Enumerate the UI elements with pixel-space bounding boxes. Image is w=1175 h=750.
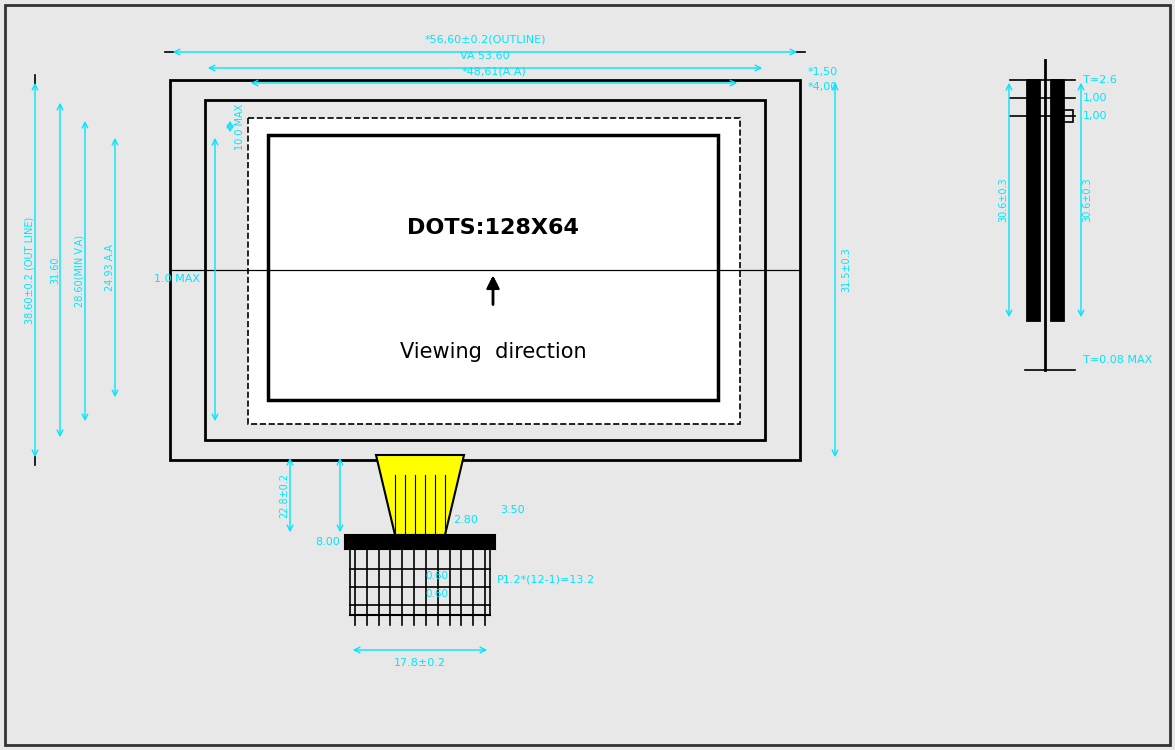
Text: 22.8±0.2: 22.8±0.2: [278, 472, 289, 518]
Bar: [268, 135, 718, 400]
Text: *4,00: *4,00: [808, 82, 838, 92]
Text: VA 53.60: VA 53.60: [461, 51, 510, 61]
Text: T=2.6: T=2.6: [1083, 75, 1117, 85]
Text: 0.60: 0.60: [425, 589, 448, 599]
Bar: [345, 535, 495, 549]
Text: 10.0 MAX: 10.0 MAX: [235, 104, 246, 150]
Bar: [1027, 80, 1039, 320]
Text: 0.60: 0.60: [425, 571, 448, 581]
Bar: [1063, 110, 1073, 122]
Polygon shape: [376, 455, 464, 535]
Bar: [350, 549, 490, 615]
Bar: [248, 118, 740, 424]
Text: 8.00: 8.00: [315, 537, 340, 547]
Text: 24.93 A.A: 24.93 A.A: [105, 244, 115, 291]
Text: 31.60: 31.60: [51, 256, 60, 284]
Text: *48,61(A.A): *48,61(A.A): [462, 66, 526, 76]
Text: 3.50: 3.50: [501, 505, 524, 515]
Text: DOTS:128X64: DOTS:128X64: [407, 217, 579, 238]
Text: 30.6±0.3: 30.6±0.3: [1082, 178, 1092, 222]
Text: 1.0 MAX: 1.0 MAX: [154, 274, 200, 284]
Text: T=0.08 MAX: T=0.08 MAX: [1083, 355, 1153, 365]
Text: 1,00: 1,00: [1083, 93, 1108, 103]
Text: 1,00: 1,00: [1083, 111, 1108, 121]
Text: 38.60±0.2 (OUT LINE): 38.60±0.2 (OUT LINE): [24, 216, 34, 324]
Bar: [170, 80, 800, 460]
Text: Viewing  direction: Viewing direction: [400, 342, 586, 362]
Bar: [204, 100, 765, 440]
Bar: [403, 455, 437, 467]
Text: 28.60(MIN V.A): 28.60(MIN V.A): [75, 235, 85, 307]
Text: 30.6±0.3: 30.6±0.3: [998, 178, 1008, 222]
Text: 2.80: 2.80: [454, 515, 478, 525]
Text: *56,60±0.2(OUTLINE): *56,60±0.2(OUTLINE): [424, 34, 545, 44]
Text: P1.2*(12-1)=13.2: P1.2*(12-1)=13.2: [497, 574, 595, 584]
Text: 31.5±0.3: 31.5±0.3: [841, 248, 851, 292]
Text: 17.8±0.2: 17.8±0.2: [394, 658, 446, 668]
Text: *1,50: *1,50: [808, 67, 838, 77]
Bar: [1050, 80, 1063, 320]
